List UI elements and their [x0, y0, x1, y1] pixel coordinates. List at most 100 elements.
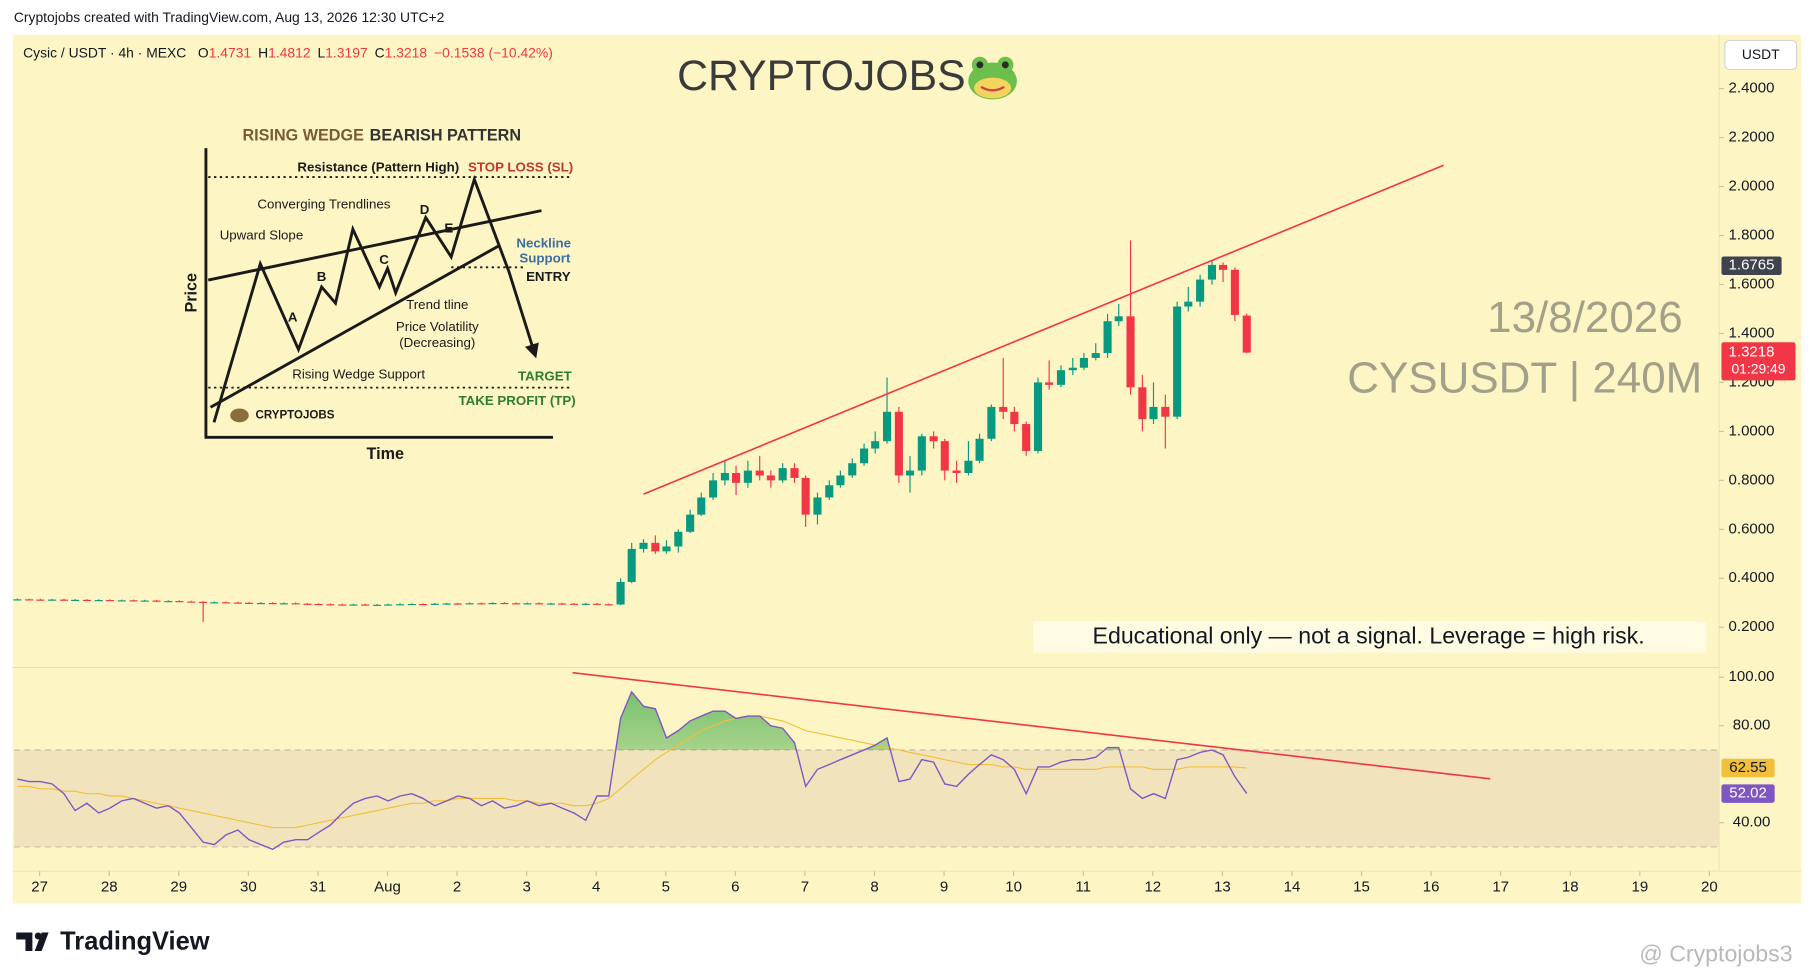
y-tick-label: 1.8000 [1729, 226, 1775, 243]
candle-body [964, 460, 973, 474]
candle-body [592, 603, 601, 605]
diagram-x-label: Time [366, 445, 404, 463]
currency-label[interactable]: USDT [1742, 46, 1780, 62]
legend-key: H [258, 44, 268, 60]
rsi-trendline [572, 671, 1491, 780]
last-price-marker [1721, 342, 1796, 381]
candle-body [639, 542, 648, 549]
candle-body [999, 406, 1008, 412]
volatility-label: Price Volatility [396, 319, 479, 334]
candle-body [279, 603, 288, 605]
candle-body [871, 441, 880, 449]
candle-body [1091, 353, 1100, 358]
legend-value: 1.4812 [268, 44, 311, 60]
candle-body [384, 604, 393, 606]
x-tick-label: 10 [1005, 878, 1022, 895]
take-profit-label: TAKE PROFIT (TP) [459, 393, 576, 408]
x-tick-label: 16 [1423, 878, 1440, 895]
candle-body [975, 438, 984, 461]
last-price-label: 1.3218 [1729, 344, 1775, 361]
candle-body [140, 600, 149, 602]
candle-body [674, 531, 683, 547]
stop-loss-label: STOP LOSS (SL) [468, 159, 573, 174]
candle-body [187, 601, 196, 603]
diagram-logo: CRYPTOJOBS [256, 409, 335, 421]
candle-body [303, 603, 312, 605]
candle-body [940, 441, 949, 471]
candle-body [1010, 411, 1019, 425]
candle-body [1045, 382, 1054, 385]
x-tick-label: 20 [1701, 878, 1718, 895]
legend-value: 1.3197 [325, 44, 368, 60]
resistance-label: Resistance (Pattern High) [297, 159, 459, 174]
legend-value: 1.3218 [385, 44, 428, 60]
point-label: D [420, 202, 430, 217]
x-tick-label: 17 [1492, 878, 1509, 895]
point-label: E [444, 221, 453, 236]
legend-key: L [318, 44, 326, 60]
candle-body [651, 542, 660, 552]
candle-body [1184, 301, 1193, 307]
candle-body [117, 600, 126, 602]
candle-body [766, 475, 775, 481]
rsi-y-tick-label: 100.00 [1729, 668, 1775, 685]
candle-body [558, 603, 567, 605]
currency-button[interactable] [1724, 39, 1798, 71]
candle-body [1173, 306, 1182, 417]
candle-body [373, 604, 382, 606]
x-tick-label: 13 [1214, 878, 1231, 895]
logo-dot [34, 932, 42, 940]
candle-body [1126, 316, 1135, 388]
candle-body [929, 436, 938, 442]
candle-body [407, 603, 416, 606]
y-tick-label: 2.4000 [1729, 80, 1775, 97]
date-stamp: 13/8/2026 [1487, 293, 1683, 342]
candle-body [1242, 315, 1251, 353]
candle-body [268, 603, 277, 605]
candle-body [465, 603, 474, 605]
candle-body [314, 603, 323, 606]
candle-body [616, 581, 625, 605]
candle-body [477, 603, 486, 605]
point-label: B [317, 269, 327, 284]
rsi-y-tick-label: 80.00 [1733, 717, 1771, 734]
entry-label: ENTRY [526, 269, 571, 284]
candle-body [82, 599, 91, 601]
symbol: Cysic / USDT · 4h · MEXC [23, 44, 186, 60]
pattern-diagram: RISING WEDGE BEARISH PATTERN A B C D E Re… [182, 127, 575, 463]
x-tick-label: 11 [1075, 878, 1091, 895]
candle-body [894, 411, 903, 476]
candle-body [1138, 387, 1147, 420]
rsi-overbought-fill [17, 691, 1247, 750]
x-tick-label: 19 [1631, 878, 1648, 895]
candle-body [175, 601, 184, 603]
x-tick-label: 30 [240, 878, 257, 895]
y-tick-label: 2.0000 [1729, 178, 1775, 195]
rsi-band [13, 749, 1720, 847]
neckline-label: Neckline [516, 236, 571, 251]
support-label: Rising Wedge Support [292, 366, 425, 381]
candle-body [720, 473, 729, 481]
brand-title: CRYPTOJOBS [677, 52, 966, 100]
candle-body [697, 497, 706, 515]
candle-body [813, 497, 822, 515]
legend-key: O [198, 44, 209, 60]
candle-body [952, 470, 961, 474]
frog-mouth [980, 85, 1005, 92]
candle-body [860, 448, 869, 464]
high-price-label: 1.6765 [1729, 257, 1775, 274]
candle-body [778, 468, 787, 481]
candle-body [233, 602, 242, 604]
candle-body [291, 603, 300, 605]
pair-stamp: CYSUSDT | 240M [1347, 353, 1702, 402]
candle-body [604, 604, 613, 606]
y-tick-label: 2.2000 [1729, 129, 1775, 146]
y-tick-label: 0.2000 [1729, 618, 1775, 635]
x-tick-label: 14 [1284, 878, 1301, 895]
upward-label: Upward Slope [220, 228, 304, 243]
rsi-ma-line [17, 715, 1247, 829]
candle-body [627, 548, 636, 582]
